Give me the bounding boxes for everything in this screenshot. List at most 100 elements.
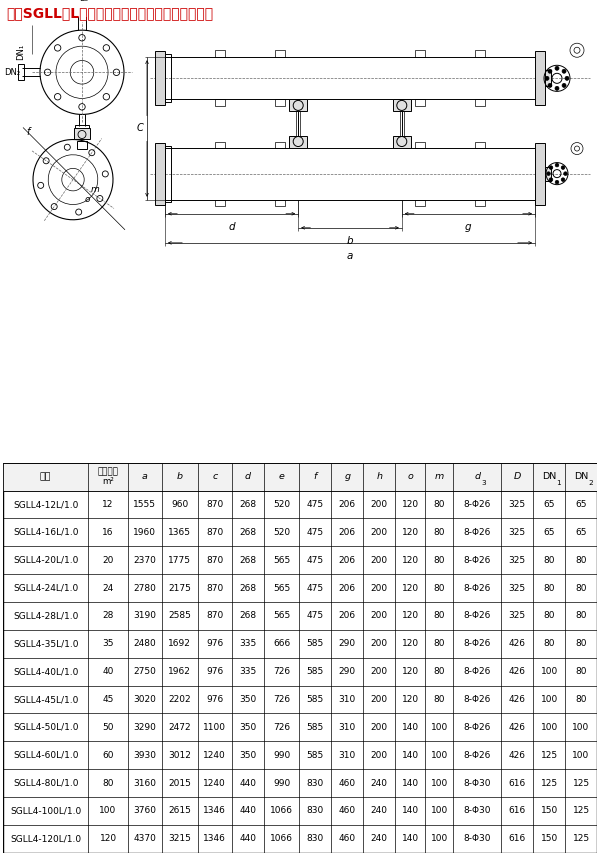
Text: 125: 125 [541,778,558,788]
Text: 80: 80 [433,584,445,593]
Text: 1962: 1962 [169,667,191,676]
Text: 80: 80 [433,695,445,704]
Text: SGLL4-28L/1.0: SGLL4-28L/1.0 [13,611,79,620]
Text: 100: 100 [541,695,558,704]
Bar [289,99,307,111]
Text: 990: 990 [273,751,290,760]
Text: b: b [177,472,183,482]
Text: 268: 268 [239,500,256,509]
Text: 140: 140 [402,722,419,732]
Text: 310: 310 [338,751,356,760]
Circle shape [555,66,559,70]
Text: 100: 100 [431,806,448,816]
Text: 325: 325 [509,611,526,620]
Circle shape [548,69,552,73]
Bar [75,125,89,130]
Text: 830: 830 [307,806,324,816]
Text: 80: 80 [433,555,445,565]
Text: 28: 28 [103,611,114,620]
Text: g: g [344,472,350,482]
Text: 200: 200 [371,528,388,537]
Text: D: D [514,472,521,482]
Text: 350: 350 [239,722,256,732]
Bar [165,146,171,201]
Text: 120: 120 [402,639,419,649]
Text: SGLL4-20L/1.0: SGLL4-20L/1.0 [13,555,79,565]
Text: b: b [347,236,353,246]
Text: 616: 616 [509,834,526,843]
Text: 四、SGLL－L型双联立式油冷却器外形图及尺寸表: 四、SGLL－L型双联立式油冷却器外形图及尺寸表 [6,6,213,20]
Bar [18,64,24,81]
Text: 585: 585 [307,695,324,704]
Bar [275,141,285,147]
Bar [215,141,225,147]
Text: 268: 268 [239,584,256,593]
Text: 1346: 1346 [203,806,226,816]
Text: 3160: 3160 [133,778,157,788]
Text: 960: 960 [171,500,188,509]
Text: 80: 80 [103,778,114,788]
Text: 1066: 1066 [270,806,293,816]
Text: m²: m² [102,477,114,486]
Bar [275,51,285,57]
Text: 8-Φ26: 8-Φ26 [463,751,491,760]
Text: h: h [376,472,382,482]
Text: 200: 200 [371,639,388,649]
Text: 976: 976 [206,695,223,704]
Text: 200: 200 [371,555,388,565]
Text: 120: 120 [402,555,419,565]
Text: DN: DN [542,472,556,482]
Text: 8-Φ26: 8-Φ26 [463,695,491,704]
Bar [74,129,90,139]
Text: 3215: 3215 [169,834,191,843]
Text: 20: 20 [103,555,114,565]
Text: 2480: 2480 [134,639,156,649]
Text: 440: 440 [239,778,256,788]
Text: 200: 200 [371,611,388,620]
Text: 80: 80 [575,667,587,676]
Text: 830: 830 [307,778,324,788]
Text: 8-Φ30: 8-Φ30 [463,778,491,788]
Text: 80: 80 [575,639,587,649]
Text: 240: 240 [371,834,388,843]
Bar [289,135,307,147]
Text: SGLL4-50L/1.0: SGLL4-50L/1.0 [13,722,79,732]
Text: 1: 1 [556,480,561,486]
Text: 8-Φ26: 8-Φ26 [463,584,491,593]
Text: 666: 666 [273,639,290,649]
Text: C: C [136,123,143,134]
Text: 80: 80 [433,528,445,537]
Text: 120: 120 [402,695,419,704]
Text: 100: 100 [572,751,590,760]
Text: m: m [434,472,444,482]
Text: 65: 65 [575,528,587,537]
Text: 120: 120 [100,834,116,843]
Text: 335: 335 [239,667,256,676]
Text: 120: 120 [402,667,419,676]
Text: 726: 726 [273,722,290,732]
Text: 80: 80 [433,667,445,676]
Text: 565: 565 [273,611,290,620]
Circle shape [562,83,566,87]
Text: 8-Φ26: 8-Φ26 [463,722,491,732]
Text: f: f [314,472,317,482]
Text: 976: 976 [206,639,223,649]
Text: 8-Φ26: 8-Φ26 [463,667,491,676]
Text: 100: 100 [431,778,448,788]
Text: 100: 100 [541,667,558,676]
Text: e: e [278,472,284,482]
Bar [475,51,485,57]
Text: 460: 460 [339,778,356,788]
Text: 565: 565 [273,555,290,565]
Text: 585: 585 [307,639,324,649]
Text: 100: 100 [100,806,116,816]
Text: 35: 35 [103,639,114,649]
Text: SGLL4-45L/1.0: SGLL4-45L/1.0 [13,695,79,704]
Text: m: m [91,184,100,194]
Text: 1692: 1692 [169,639,191,649]
Text: 1555: 1555 [133,500,157,509]
Text: 520: 520 [273,528,290,537]
Text: 460: 460 [339,834,356,843]
Text: 565: 565 [273,584,290,593]
Text: SGLL4-35L/1.0: SGLL4-35L/1.0 [13,639,79,649]
